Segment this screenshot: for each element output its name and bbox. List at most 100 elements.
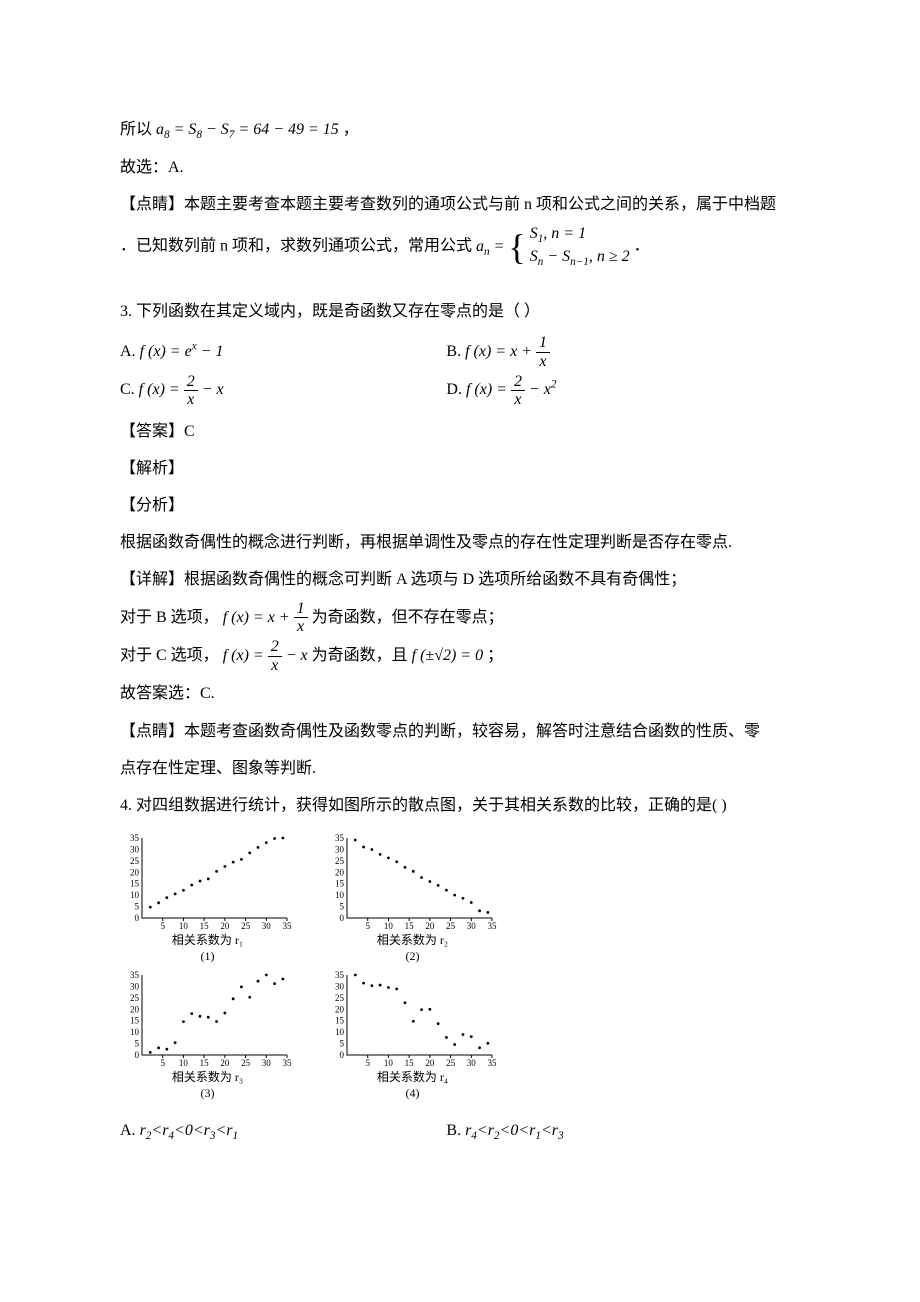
q4-stem: 4. 对四组数据进行统计，获得如图所示的散点图，关于其相关系数的比较，正确的是(…: [120, 788, 800, 823]
line-a8-formula: a8 = S8 − S7 = 64 − 49 = 15: [156, 121, 343, 138]
q3-detail1: 【详解】根据函数奇偶性的概念可判断 A 选项与 D 选项所给函数不具有奇偶性；: [120, 562, 800, 597]
svg-text:0: 0: [340, 913, 345, 923]
q3-detail3: 对于 C 选项， f (x) = 2x − x 为奇函数，且 f (±√2) =…: [120, 638, 800, 674]
line-a8-post: ，: [343, 121, 359, 138]
svg-text:10: 10: [179, 1058, 189, 1068]
svg-text:20: 20: [425, 921, 435, 931]
svg-text:15: 15: [335, 879, 345, 889]
chart-2-caption-a: 相关系数为 r₂: [325, 933, 500, 949]
line-dianjing-1: 【点睛】本题主要考查本题主要考查数列的通项公式与前 n 项和公式之间的关系，属于…: [120, 187, 800, 222]
svg-text:20: 20: [335, 867, 345, 877]
svg-text:10: 10: [384, 921, 394, 931]
svg-text:5: 5: [135, 1039, 140, 1049]
line-guxuan: 故选：A.: [120, 150, 800, 185]
chart-4-caption-b: (4): [325, 1086, 500, 1102]
svg-text:5: 5: [365, 921, 370, 931]
line-a8: 所以 a8 = S8 − S7 = 64 − 49 = 15 ，: [120, 112, 800, 148]
svg-text:15: 15: [405, 921, 415, 931]
line-a8-pre: 所以: [120, 121, 156, 138]
svg-text:15: 15: [335, 1016, 345, 1026]
q3-detail2: 对于 B 选项， f (x) = x + 1x 为奇函数，但不存在零点；: [120, 600, 800, 636]
svg-text:35: 35: [283, 921, 293, 931]
svg-text:35: 35: [130, 833, 140, 843]
svg-text:35: 35: [283, 1058, 293, 1068]
svg-text:5: 5: [340, 902, 345, 912]
svg-text:5: 5: [365, 1058, 370, 1068]
q3-options: A. f (x) = ex − 1 B. f (x) = x + 1x C. f…: [120, 333, 800, 410]
q3-opt-b: B. f (x) = x + 1x: [446, 333, 772, 371]
svg-text:25: 25: [335, 856, 345, 866]
q4-opt-a: A. r2<r4<0<r3<r1: [120, 1112, 446, 1150]
svg-text:30: 30: [467, 1058, 477, 1068]
chart-4-svg: 353025201510505101520253035: [325, 970, 500, 1070]
svg-text:25: 25: [335, 993, 345, 1003]
svg-text:30: 30: [335, 845, 345, 855]
q4-options: A. r2<r4<0<r3<r1 B. r4<r2<0<r1<r3: [120, 1112, 800, 1150]
svg-text:30: 30: [335, 982, 345, 992]
chart-2: 353025201510505101520253035 相关系数为 r₂ (2): [325, 833, 500, 964]
chart-3-caption-a: 相关系数为 r₃: [120, 1070, 295, 1086]
svg-text:15: 15: [200, 1058, 210, 1068]
chart-2-caption-b: (2): [325, 949, 500, 965]
svg-text:20: 20: [130, 867, 140, 877]
scatter-charts: 353025201510505101520253035 相关系数为 r₁ (1)…: [120, 833, 800, 1101]
svg-text:0: 0: [340, 1050, 345, 1060]
svg-text:15: 15: [405, 1058, 415, 1068]
q3-opt-c: C. f (x) = 2x − x: [120, 371, 446, 409]
svg-text:5: 5: [160, 921, 165, 931]
chart-2-svg: 353025201510505101520253035: [325, 833, 500, 933]
svg-text:15: 15: [130, 879, 140, 889]
svg-text:20: 20: [220, 921, 230, 931]
svg-text:10: 10: [335, 1028, 345, 1038]
q3-opt-d: D. f (x) = 2x − x2: [446, 371, 772, 409]
svg-text:15: 15: [200, 921, 210, 931]
svg-text:10: 10: [384, 1058, 394, 1068]
svg-text:10: 10: [335, 890, 345, 900]
chart-1-caption-b: (1): [120, 949, 295, 965]
line-formula-an: ．已知数列前 n 项和，求数列通项公式，常用公式 an = { S1, n = …: [120, 224, 800, 270]
svg-text:35: 35: [335, 970, 345, 980]
chart-3-caption-b: (3): [120, 1086, 295, 1102]
chart-3-svg: 353025201510505101520253035: [120, 970, 295, 1070]
svg-text:30: 30: [467, 921, 477, 931]
svg-text:20: 20: [335, 1005, 345, 1015]
svg-text:10: 10: [130, 890, 140, 900]
chart-1-svg: 353025201510505101520253035: [120, 833, 295, 933]
q3-opt-a: A. f (x) = ex − 1: [120, 333, 446, 371]
q3-analysis: 根据函数奇偶性的概念进行判断，再根据单调性及零点的存在性定理判断是否存在零点.: [120, 525, 800, 560]
seq-post: ．: [634, 238, 650, 255]
q4-opt-b: B. r4<r2<0<r1<r3: [446, 1112, 772, 1150]
svg-text:30: 30: [262, 1058, 272, 1068]
svg-text:30: 30: [130, 982, 140, 992]
svg-text:0: 0: [135, 913, 140, 923]
chart-1: 353025201510505101520253035 相关系数为 r₁ (1): [120, 833, 295, 964]
svg-text:20: 20: [130, 1005, 140, 1015]
q3-detail4: 故答案选：C.: [120, 676, 800, 711]
svg-text:35: 35: [488, 1058, 498, 1068]
q3-fenxi: 【分析】: [120, 488, 800, 523]
seq-pre: ．已知数列前 n 项和，求数列通项公式，常用公式: [120, 238, 476, 255]
svg-text:5: 5: [340, 1039, 345, 1049]
q3-stem: 3. 下列函数在其定义域内，既是奇函数又存在零点的是（ ）: [120, 294, 800, 329]
seq-an: an = { S1, n = 1 Sn − Sn−1, n ≥ 2: [476, 238, 634, 255]
svg-text:35: 35: [488, 921, 498, 931]
q3-dianjing-a: 【点睛】本题考查函数奇偶性及函数零点的判断，较容易，解答时注意结合函数的性质、零: [120, 714, 800, 749]
q3-dianjing-b: 点存在性定理、图象等判断.: [120, 751, 800, 786]
svg-text:10: 10: [130, 1028, 140, 1038]
svg-text:25: 25: [130, 856, 140, 866]
q3-answer: 【答案】C: [120, 414, 800, 449]
svg-text:15: 15: [130, 1016, 140, 1026]
svg-text:30: 30: [130, 845, 140, 855]
svg-text:25: 25: [130, 993, 140, 1003]
svg-text:20: 20: [220, 1058, 230, 1068]
chart-4: 353025201510505101520253035 相关系数为 r₄ (4): [325, 970, 500, 1101]
svg-text:30: 30: [262, 921, 272, 931]
svg-text:5: 5: [135, 902, 140, 912]
svg-text:5: 5: [160, 1058, 165, 1068]
chart-1-caption-a: 相关系数为 r₁: [120, 933, 295, 949]
svg-text:35: 35: [335, 833, 345, 843]
svg-text:35: 35: [130, 970, 140, 980]
svg-text:25: 25: [241, 1058, 251, 1068]
q3-jiexi: 【解析】: [120, 451, 800, 486]
svg-text:25: 25: [446, 921, 456, 931]
